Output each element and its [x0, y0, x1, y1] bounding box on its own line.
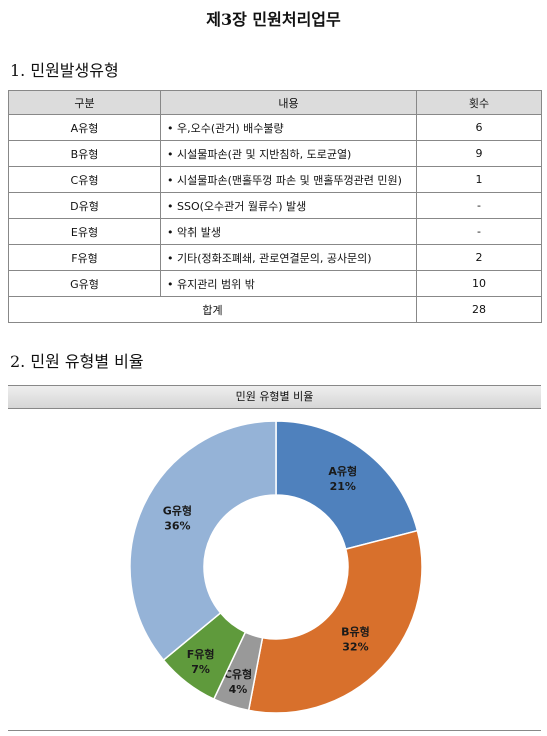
count-cell: -	[416, 192, 542, 219]
content-cell: • SSO(오수관거 월류수) 발생	[160, 192, 417, 219]
slice-percent: 4%	[229, 683, 248, 696]
total-count: 28	[416, 296, 542, 323]
doc-title: 제3장 민원처리업무	[206, 10, 341, 29]
table-row: G유형 • 유지관리 범위 밖 10	[8, 270, 542, 297]
count-cell: 6	[416, 114, 542, 141]
content-cell: • 시설물파손(관 및 지반침하, 도로균열)	[160, 140, 417, 167]
count-cell: 2	[416, 244, 542, 271]
column-header: 횟수	[416, 90, 542, 115]
chart-box: 민원 유형별 비율 A유형 21% B유형 32% C유형 4% F유형 7% G유형 36%	[8, 385, 541, 731]
total-label: 합계	[8, 296, 417, 323]
chart: A유형 21% B유형 32% C유형 4% F유형 7% G유형 36%	[129, 420, 423, 714]
total-row: 합계 28	[8, 296, 542, 323]
table-row: C유형 • 시설물파손(맨홀뚜껑 파손 및 맨홀뚜껑관련 민원) 1	[8, 166, 542, 193]
content-cell: • 기타(정화조폐쇄, 관로연결문의, 공사문의)	[160, 244, 417, 271]
content-cell: • 유지관리 범위 밖	[160, 270, 417, 297]
content-cell: • 악취 발생	[160, 218, 417, 245]
content-cell: • 우,오수(관거) 배수불량	[160, 114, 417, 141]
type-cell: F유형	[8, 244, 161, 271]
donut-slice	[247, 529, 423, 714]
type-cell: E유형	[8, 218, 161, 245]
type-cell: D유형	[8, 192, 161, 219]
count-cell: 9	[416, 140, 542, 167]
slice-percent: 21%	[330, 480, 356, 493]
count-cell: 1	[416, 166, 542, 193]
slice-percent: 32%	[342, 641, 368, 654]
donut-slice	[275, 420, 419, 551]
chart-title: 민원 유형별 비율	[8, 385, 541, 409]
count-cell: -	[416, 218, 542, 245]
slice-category: C유형	[224, 667, 252, 681]
type-cell: G유형	[8, 270, 161, 297]
slice-category: B유형	[341, 625, 370, 639]
slice-percent: 36%	[164, 520, 190, 533]
complaint-table: 구분 내용 횟수 A유형 • 우,오수(관거) 배수불량 6 B유형 • 시설물파손(관 및…	[8, 90, 542, 323]
slice-percent: 7%	[191, 663, 210, 676]
column-header: 내용	[160, 90, 417, 115]
table-body: A유형 • 우,오수(관거) 배수불량 6 B유형 • 시설물파손(관 및 지반침하, …	[8, 114, 542, 323]
slice-category: G유형	[163, 504, 192, 518]
donut-slice	[129, 420, 277, 662]
slice-category: A유형	[328, 464, 357, 478]
type-cell: C유형	[8, 166, 161, 193]
count-cell: 10	[416, 270, 542, 297]
table-row: F유형 • 기타(정화조폐쇄, 관로연결문의, 공사문의) 2	[8, 244, 542, 271]
table-row: D유형 • SSO(오수관거 월류수) 발생 -	[8, 192, 542, 219]
type-cell: B유형	[8, 140, 161, 167]
type-cell: A유형	[8, 114, 161, 141]
table-row: B유형 • 시설물파손(관 및 지반침하, 도로균열) 9	[8, 140, 542, 167]
section-heading: 1. 민원발생유형	[10, 61, 119, 80]
content-cell: • 시설물파손(맨홀뚜껑 파손 및 맨홀뚜껑관련 민원)	[160, 166, 417, 193]
table-row: E유형 • 악취 발생 -	[8, 218, 542, 245]
column-header: 구분	[8, 90, 161, 115]
table-row: A유형 • 우,오수(관거) 배수불량 6	[8, 114, 542, 141]
header-row: 구분 내용 횟수	[8, 90, 542, 115]
slice-category: F유형	[187, 647, 215, 661]
section-heading: 2. 민원 유형별 비율	[10, 352, 144, 371]
